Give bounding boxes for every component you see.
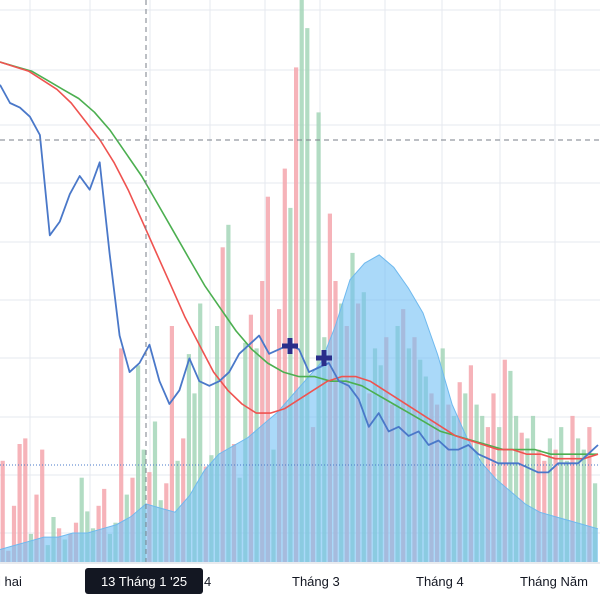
volume-bar [564,460,569,562]
volume-bar [181,438,186,562]
volume-bar [570,415,575,562]
x-tick-label: 4 [204,574,211,589]
ma-long-line [0,61,598,456]
volume-bar [530,415,536,562]
volume-bar [525,438,530,562]
volume-bar [305,28,310,563]
volume-bar [192,393,197,562]
volume-bar [215,326,220,562]
volume-bar [299,0,304,562]
volume-bar [576,438,581,562]
volume-bar [260,281,265,562]
volume-bar [288,207,293,562]
cross-marker-icon[interactable] [282,338,298,354]
volume-bar [542,460,547,562]
x-tick-label: Tháng Năm [520,574,588,589]
volume-bar [587,427,592,562]
volume-bar [265,196,270,562]
volume-bar [593,483,598,562]
volume-bar [186,354,191,562]
volume-bar [282,168,287,562]
volume-bar [198,303,203,562]
volume-bar [152,421,158,562]
crosshair-date-label: 13 Tháng 1 '25 [85,568,203,594]
volume-bar [547,438,552,562]
volume-bar [581,449,586,562]
volume-bar [23,438,28,562]
volume-bar [519,432,524,562]
price-line [0,84,599,474]
volume-bar [119,348,124,562]
volume-bar [220,247,225,563]
volume-bar [0,460,5,562]
x-tick-label: i hai [0,574,22,589]
volume-bar [553,449,558,562]
volume-bar [559,427,564,562]
area-series [0,254,598,562]
volume-bar [102,488,107,562]
volume-bar [226,224,231,563]
volume-bar [294,67,299,563]
volume-bar [34,494,39,562]
volume-bar [508,370,513,562]
volume-bar [136,365,141,562]
volume-bar [17,444,22,562]
volume-bar [536,449,541,562]
x-tick-label: Tháng 4 [416,574,464,589]
volume-bar [40,449,45,562]
volume-bar [169,326,174,562]
volume-bar [11,505,17,562]
volume-bar [502,359,507,562]
volume-bar [316,112,321,563]
cross-marker-icon[interactable] [316,350,332,366]
area-series-outline [0,254,599,550]
x-tick-label: Tháng 3 [292,574,340,589]
volume-bar [79,477,84,562]
volume-bar [514,415,519,562]
